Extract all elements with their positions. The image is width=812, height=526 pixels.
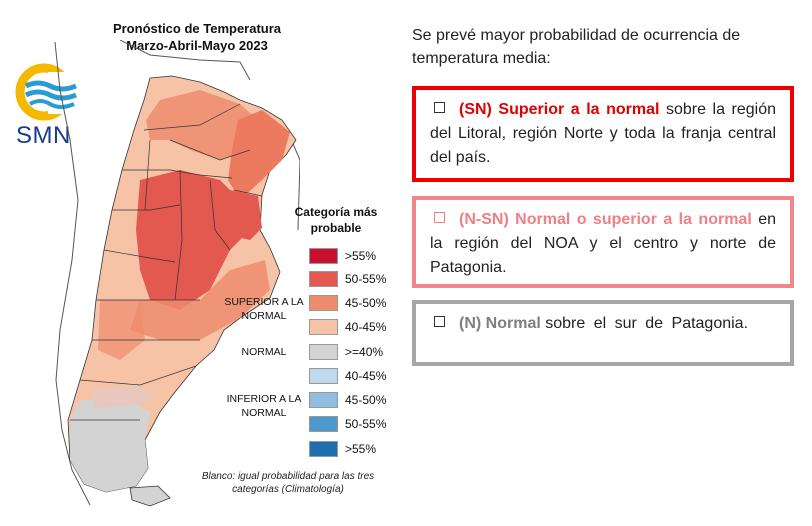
intro-text: Se prevé mayor probabilidad de ocurrenci…	[412, 27, 741, 67]
legend-swatch-superior-45-50	[309, 295, 338, 311]
legend-swatch-inferior-45-50	[309, 392, 338, 408]
checkbox-icon	[434, 212, 445, 223]
neighbor-border	[54, 41, 91, 506]
region-east-strong	[230, 190, 262, 240]
province-borders	[70, 103, 263, 421]
region-northeast-strong	[228, 110, 290, 200]
legend-title: Categoría más probable	[294, 205, 378, 235]
legend-label-inferior-40-45: 40-45%	[345, 369, 387, 383]
legend-label-inferior-45-50: 45-50%	[345, 393, 387, 407]
box-normal-o-superior: (N-SN) Normal o superior a la normal en …	[412, 196, 794, 288]
checkbox-icon	[434, 102, 445, 113]
map-title: Pronóstico de Temperatura Marzo-Abril-Ma…	[84, 20, 310, 54]
legend-group-normal: NORMAL	[241, 346, 287, 358]
box-normal: (N) Normal sobre el sur de Patagonia.	[412, 300, 794, 366]
legend-swatch-inferior-40-45	[309, 368, 338, 384]
legend-swatch-superior-gt55	[309, 248, 338, 264]
neighbor-border-north	[119, 40, 251, 81]
region-north-strong	[146, 90, 258, 160]
legend-swatch-normal	[309, 344, 338, 360]
legend-note: Blanco: igual probabilidad para las tres…	[201, 471, 375, 495]
box-normal-text: sobre el sur de Patagonia.	[545, 315, 749, 332]
legend-label-inferior-gt55: >55%	[345, 442, 377, 456]
legend-label-superior-50-55: 50-55%	[345, 272, 387, 286]
legend-label-superior-45-50: 45-50%	[345, 296, 387, 310]
box-superior-highlight: (SN) Superior a la normal	[459, 101, 660, 118]
box-normal-o-superior-highlight: (N-SN) Normal o superior a la normal	[459, 211, 752, 228]
region-center-strong	[136, 170, 250, 310]
box-normal-highlight: (N) Normal	[459, 315, 541, 332]
box-superior: (SN) Superior a la normal sobre la regió…	[412, 86, 794, 182]
box-normal-o-superior-text: en la región del NOA y el centro y norte…	[430, 211, 776, 276]
legend-label-superior-40-45: 40-45%	[345, 320, 387, 334]
checkbox-icon	[434, 316, 445, 327]
map-title-line2: Marzo-Abril-Mayo 2023	[126, 38, 268, 53]
legend-group-inferior: INFERIOR A LA NORMAL	[226, 393, 302, 419]
box-superior-text: sobre la región del Litoral, región Nort…	[430, 101, 776, 166]
legend-swatch-superior-50-55	[309, 271, 338, 287]
region-patagonia-mid	[98, 300, 145, 360]
region-south-normal	[70, 400, 150, 492]
legend-label-superior-gt55: >55%	[345, 249, 377, 263]
smn-logo-text: SMN	[16, 122, 71, 149]
legend-swatch-inferior-gt55	[309, 441, 338, 457]
legend-swatch-inferior-50-55	[309, 416, 338, 432]
legend-label-inferior-50-55: 50-55%	[345, 417, 387, 431]
legend-label-normal: >=40%	[345, 345, 384, 359]
legend-swatch-superior-40-45	[309, 319, 338, 335]
argentina-forecast-map	[54, 40, 300, 507]
map-title-line1: Pronóstico de Temperatura	[112, 21, 282, 36]
legend-group-superior: SUPERIOR A LA NORMAL	[224, 296, 304, 322]
tierra-del-fuego	[129, 485, 171, 507]
smn-logo-icon	[15, 63, 86, 121]
region-south-mixed	[90, 385, 155, 408]
